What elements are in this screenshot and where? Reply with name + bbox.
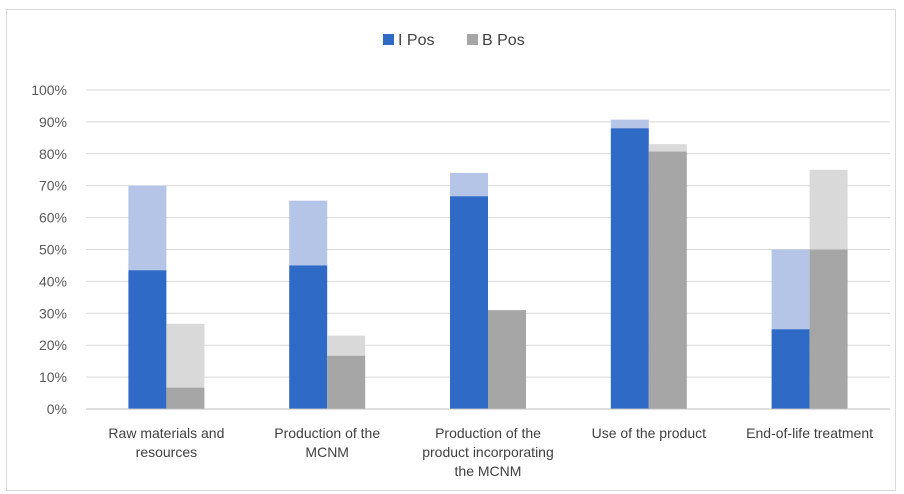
gridlines <box>86 89 890 378</box>
bar <box>610 128 649 409</box>
y-tick-label: 70% <box>39 178 67 194</box>
bar-range-segment <box>128 185 167 271</box>
bar-range-segment <box>809 169 848 250</box>
bar-range-segment <box>327 335 366 356</box>
y-tick-label: 60% <box>39 210 67 226</box>
y-tick-label: 30% <box>39 305 67 321</box>
bar-range-segment <box>610 119 649 129</box>
y-tick-label: 50% <box>39 242 67 258</box>
x-tick-label: Production of the product incorporating th… <box>422 425 554 479</box>
bar <box>648 151 687 409</box>
bar <box>771 329 810 409</box>
bar-range-segment <box>166 323 205 388</box>
legend-label: I Pos <box>398 32 434 49</box>
y-tick-label: 40% <box>39 273 67 289</box>
y-tick-label: 100% <box>31 82 67 98</box>
y-tick-label: 90% <box>39 114 67 130</box>
bar <box>327 355 366 409</box>
bar-range-segment <box>771 249 810 330</box>
y-axis-ticks: 0% 10% 20% 30% 40% 50% 60% 70% 80% 90% 100% <box>31 82 67 417</box>
legend: I Pos B Pos <box>383 32 525 49</box>
bar-range-segment <box>450 172 488 197</box>
y-tick-label: 20% <box>39 337 67 353</box>
legend-swatch <box>467 34 478 45</box>
x-tick-label: End-of-life treatment <box>746 425 873 441</box>
y-tick-label: 10% <box>39 369 67 385</box>
bar <box>809 249 848 409</box>
bars <box>128 119 848 409</box>
x-tick-label: Use of the product <box>592 425 707 441</box>
bar <box>488 310 526 409</box>
legend-swatch <box>383 34 394 45</box>
x-axis-labels: Raw materials and resources Production of … <box>108 425 873 479</box>
y-tick-label: 80% <box>39 146 67 162</box>
bar <box>128 270 167 409</box>
bar-range-segment <box>648 144 687 152</box>
bar <box>289 265 328 409</box>
bar-range-segment <box>289 200 328 266</box>
bar <box>166 387 205 409</box>
x-tick-label: Raw materials and resources <box>108 425 224 460</box>
bar <box>450 196 488 409</box>
x-tick-label: Production of the MCNM <box>274 425 380 460</box>
legend-label: B Pos <box>482 32 525 49</box>
y-tick-label: 0% <box>47 401 67 417</box>
